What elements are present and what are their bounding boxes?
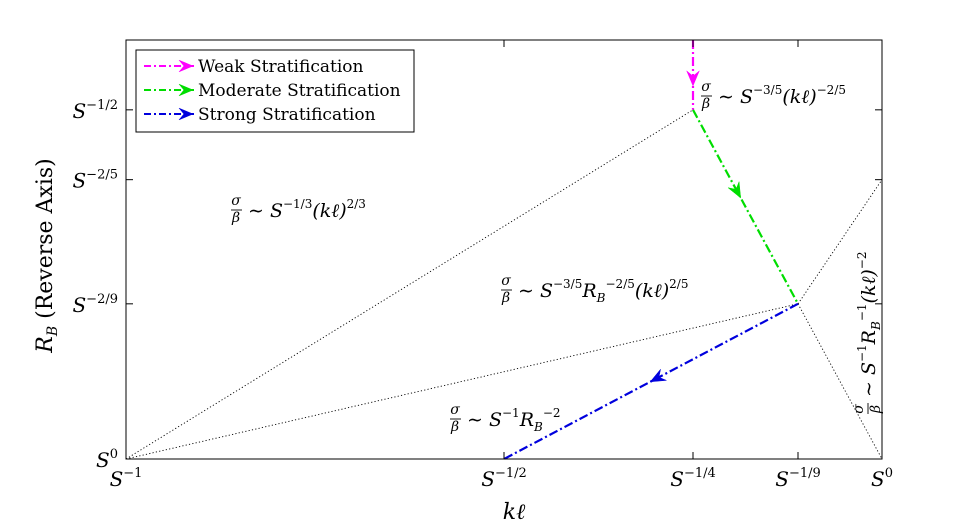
data-series — [503, 40, 799, 460]
y-tick-label: S−2/9 — [72, 292, 118, 317]
y-axis-title: RB (Reverse Axis) — [33, 158, 61, 354]
annotation-expression: ∼ S−1/3(kℓ)2/3 — [248, 197, 366, 222]
x-tick-label: S−1/9 — [775, 466, 821, 491]
regime-boundaries — [125, 109, 883, 460]
x-tick-label: S−1 — [110, 466, 143, 491]
legend-arrow — [178, 83, 194, 97]
y-tick-label: S0 — [96, 447, 118, 472]
x-axis: S−1 S−1/2 S−1/4 S−1/9 S0 — [110, 40, 893, 491]
legend-arrow — [178, 59, 194, 73]
series-0 — [686, 40, 700, 110]
series-arrow — [686, 70, 700, 87]
legend: Weak Stratification Moderate Stratificati… — [135, 49, 415, 133]
fraction-denominator: β — [701, 96, 710, 112]
fraction-numerator: σ — [450, 402, 460, 418]
annotations: σβ ∼ S−3/5(kℓ)−2/5σβ ∼ S−1/3(kℓ)2/3σβ ∼ S−3… — [231, 79, 884, 435]
x-tick-label: S0 — [871, 466, 893, 491]
series-2 — [503, 302, 799, 460]
y-tick-label: S−2/5 — [72, 168, 118, 193]
x-axis-title: kℓ — [503, 500, 526, 525]
fraction-numerator: σ — [851, 404, 867, 414]
x-tick-label: S−1/2 — [481, 466, 527, 491]
annotation-strong: σβ ∼ S−1RB−2 — [450, 402, 561, 435]
legend-item-2: Strong Stratification — [144, 105, 376, 125]
annotation-expression: ∼ S−1RB−2 — [467, 406, 561, 434]
legend-label: Strong Stratification — [198, 105, 376, 125]
annotation-weak: σβ ∼ S−3/5(kℓ)−2/5 — [701, 79, 846, 112]
fraction-denominator: β — [450, 419, 459, 435]
series-arrow — [649, 369, 667, 383]
legend-arrow — [178, 107, 194, 121]
annotation-middle: σβ ∼ S−3/5RB−2/5(kℓ)2/5 — [501, 273, 689, 306]
annotation-expression: ∼ S−3/5(kℓ)−2/5 — [718, 83, 846, 108]
fraction-numerator: σ — [501, 273, 511, 289]
legend-label: Moderate Stratification — [198, 81, 401, 101]
annotation-expression: ∼ S−1RB−1(kℓ)−2 — [855, 252, 883, 398]
legend-item-0: Weak Stratification — [144, 57, 363, 77]
x-tick-label: S−1/4 — [670, 466, 716, 491]
annotation-right-vertical: σ β ∼ S−1RB−1(kℓ)−2 — [851, 252, 884, 415]
fraction-numerator: σ — [701, 79, 711, 95]
annotation-expression: ∼ S−3/5RB−2/5(kℓ)2/5 — [518, 277, 688, 305]
y-tick-label: S−1/2 — [72, 98, 118, 123]
boundary-line — [797, 303, 883, 460]
fraction-numerator: σ — [231, 193, 241, 209]
legend-label: Weak Stratification — [198, 57, 363, 77]
series-line — [692, 109, 799, 305]
axis-titles: kℓ RB (Reverse Axis) — [33, 158, 526, 525]
series-1 — [692, 109, 799, 305]
boundary-line — [797, 179, 883, 305]
boundary-line — [125, 109, 694, 460]
fraction-denominator: β — [868, 405, 884, 414]
y-axis: S−1/2 S−2/5 S−2/9 S0 — [72, 98, 882, 472]
boundary-line — [125, 303, 799, 460]
annotation-upper-left: σβ ∼ S−1/3(kℓ)2/3 — [231, 193, 366, 226]
fraction-denominator: β — [501, 290, 510, 306]
legend-item-1: Moderate Stratification — [144, 81, 401, 101]
series-arrow — [727, 181, 741, 199]
fraction-denominator: β — [231, 210, 240, 226]
